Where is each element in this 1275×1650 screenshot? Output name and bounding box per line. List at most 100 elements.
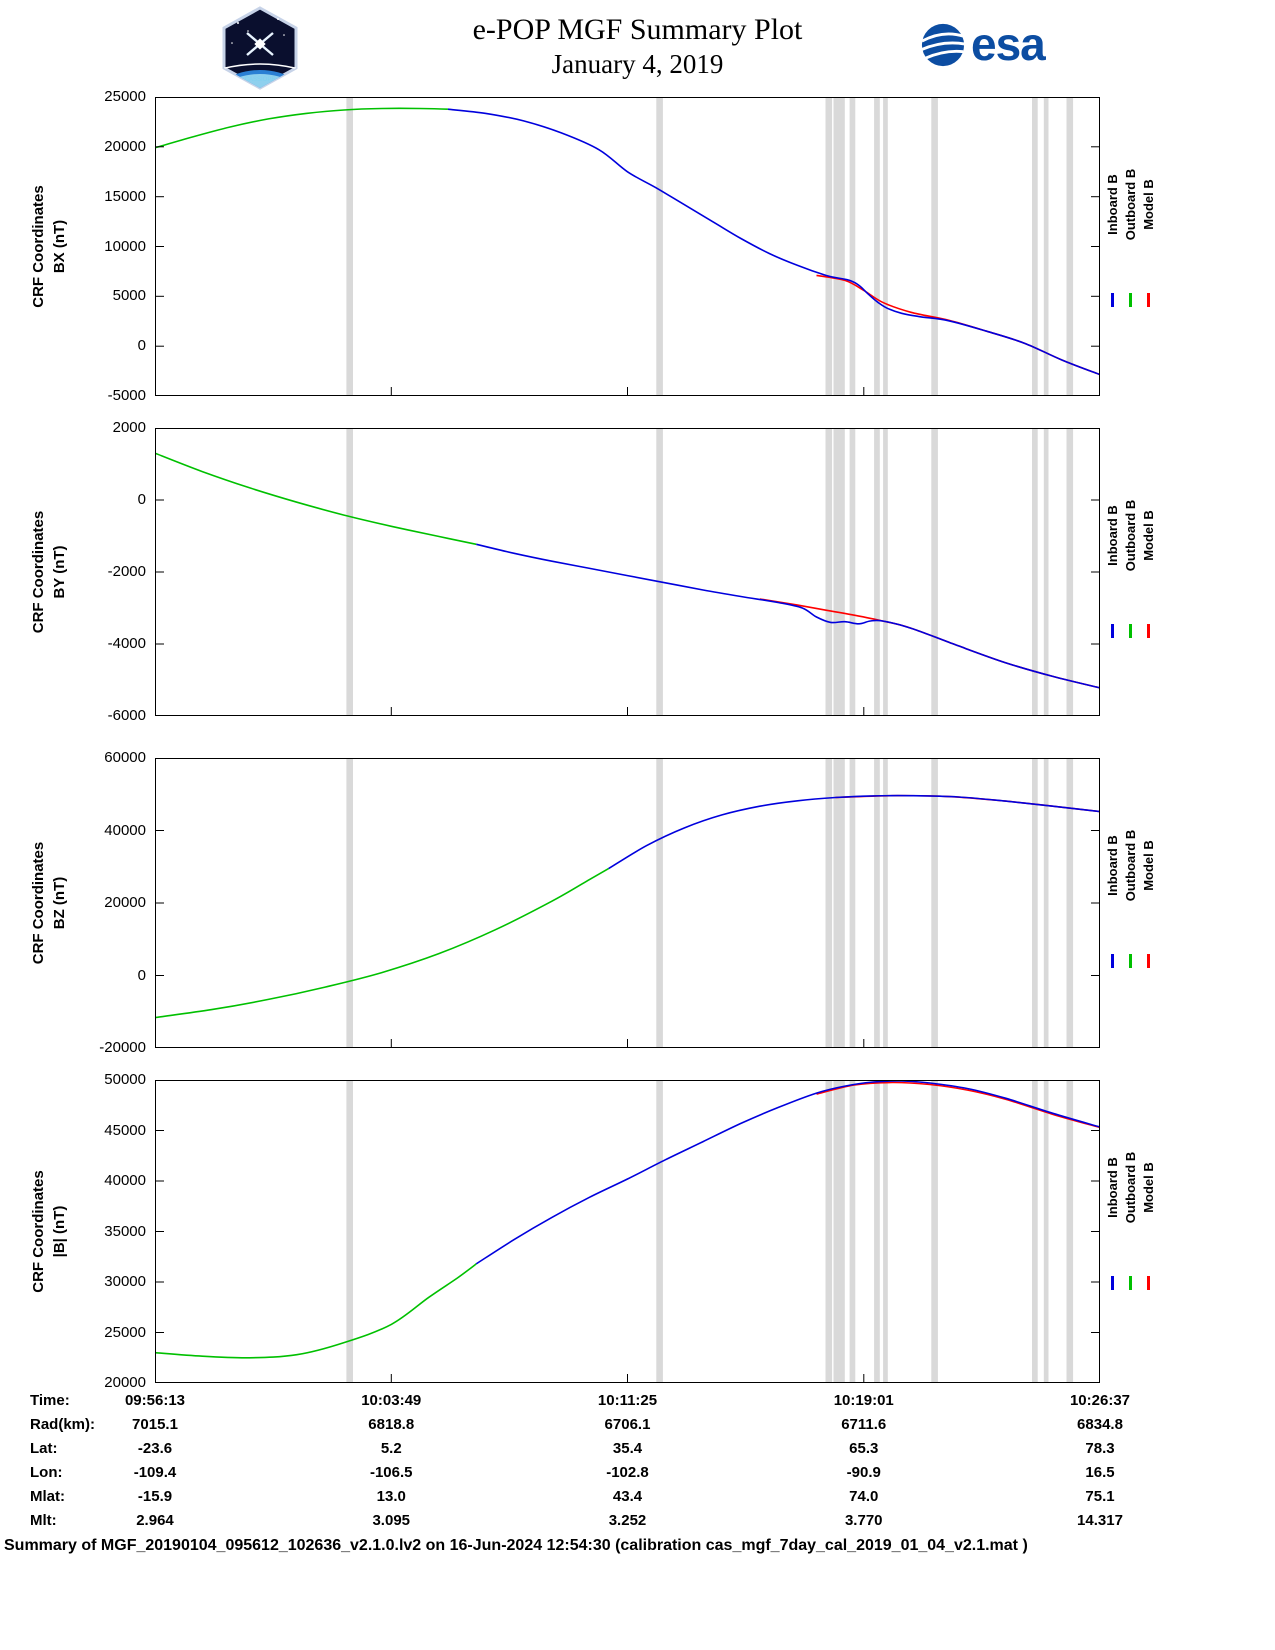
bynt-ytick-label: 2000	[112, 419, 146, 436]
legend-label-model-b: Model B	[1140, 510, 1156, 561]
bynt-ytick-label: -2000	[107, 563, 146, 580]
legend-label-outboard-b: Outboard B	[1122, 168, 1138, 241]
series-inboard-b	[447, 108, 1100, 376]
data-gap-band	[1043, 428, 1049, 716]
data-gap-band	[1066, 758, 1074, 1048]
data-gap-band	[883, 428, 888, 716]
legend-label-outboard-b: Outboard B	[1122, 499, 1138, 572]
mission-patch-graphic: CASSIOPE	[222, 6, 298, 90]
bxnt-plot	[155, 97, 1100, 396]
data-gap-band	[825, 428, 833, 716]
data-gap-band	[931, 758, 938, 1048]
esa-logo-swirl-icon	[920, 23, 966, 67]
data-gap-band	[874, 758, 880, 1048]
series-outboard-b	[155, 107, 448, 149]
legend-marker-inboard-b	[1111, 624, 1114, 638]
axis-row-value: -109.4	[133, 1464, 177, 1481]
data-gap-band	[833, 97, 845, 396]
axis-row-value: 10:11:25	[597, 1392, 658, 1409]
data-gap-band	[874, 97, 880, 396]
data-gap-band	[656, 758, 663, 1048]
data-gap-band	[883, 97, 888, 396]
axis-row-value: 10:19:01	[833, 1392, 894, 1409]
legend-marker-model-b	[1147, 954, 1150, 968]
data-gap-band	[346, 428, 353, 716]
legend-label-inboard-b: Inboard B	[1104, 505, 1120, 566]
data-gap-band	[874, 428, 880, 716]
axis-row-value: 75.1	[1085, 1488, 1115, 1505]
bynt-plot	[155, 428, 1100, 716]
data-gap-band	[883, 758, 888, 1048]
bxnt-axis-label: CRF Coordinates BX (nT)	[30, 185, 68, 308]
data-gap-band	[849, 758, 856, 1048]
axis-row-value: 6818.8	[368, 1416, 415, 1433]
axis-row-value: 74.0	[849, 1488, 879, 1505]
axis-row-value: 2.964	[136, 1512, 174, 1529]
axis-row-value: 43.4	[612, 1488, 643, 1505]
bznt-plot	[155, 758, 1100, 1048]
axis-row-value: 6834.8	[1077, 1416, 1123, 1433]
data-gap-band	[1032, 758, 1038, 1048]
page-title: e-POP MGF Summary Plot	[472, 13, 803, 46]
legend-marker-inboard-b	[1111, 1276, 1114, 1290]
legend-marker-model-b	[1147, 1276, 1150, 1290]
series-inboard-b	[475, 1080, 1100, 1265]
data-gap-band	[931, 1080, 938, 1383]
bxnt-ytick-label: 25000	[104, 88, 146, 105]
page-date: January 4, 2019	[551, 49, 724, 79]
bxnt-ytick-label: 15000	[104, 187, 146, 205]
data-gap-band	[1043, 1080, 1049, 1383]
data-gap-band	[849, 1080, 856, 1383]
data-gap-band	[833, 758, 845, 1048]
legend-label-model-b: Model B	[1140, 1162, 1156, 1213]
bznt-ytick-label: 60000	[104, 749, 146, 766]
cassiope-mission-patch: CASSIOPE	[218, 5, 302, 96]
mission-patch-text: CASSIOPE	[245, 77, 276, 83]
legend-marker-model-b	[1147, 624, 1150, 638]
axis-row-value: 5.2	[380, 1440, 402, 1457]
bnt-ytick-label: 50000	[104, 1071, 146, 1088]
bynt-ytick-label: -6000	[107, 707, 146, 724]
axis-row-value: 13.0	[376, 1488, 406, 1505]
legend-marker-inboard-b	[1111, 293, 1114, 307]
series-outboard-b	[155, 452, 477, 546]
axis-table-row-mlt: Mlt: 2.964 3.095 3.252 3.770 14.317	[0, 1512, 1275, 1536]
axis-row-value: 14.317	[1077, 1512, 1123, 1529]
data-gap-band	[656, 1080, 663, 1383]
axis-row-value: 7015.1	[132, 1416, 178, 1433]
data-gap-band	[825, 758, 833, 1048]
esa-logo-text: esa	[971, 18, 1046, 71]
bznt-ytick-label: 0	[137, 966, 146, 984]
axis-row-value: 78.3	[1085, 1440, 1115, 1457]
data-gap-band	[1032, 428, 1038, 716]
series-model-b	[816, 274, 1100, 376]
legend-label-model-b: Model B	[1140, 179, 1156, 230]
axis-row-label: Lon:	[30, 1464, 63, 1481]
legend-label-inboard-b: Inboard B	[1104, 1157, 1120, 1218]
data-gap-band	[1066, 1080, 1074, 1383]
axis-row-value: -23.6	[137, 1440, 173, 1457]
axis-table-row-lon: Lon: -109.4 -106.5 -102.8 -90.9 16.5	[0, 1464, 1275, 1488]
bznt-ytick-label: -20000	[99, 1039, 146, 1056]
legend-marker-outboard-b	[1129, 1276, 1132, 1290]
bxnt-ytick-label: 5000	[112, 287, 146, 305]
data-gap-band	[833, 1080, 845, 1383]
legend-marker-outboard-b	[1129, 293, 1132, 307]
series-model-b	[816, 1081, 1100, 1129]
data-gap-band	[346, 97, 353, 396]
axis-row-value: 35.4	[612, 1440, 643, 1457]
data-gap-band	[883, 1080, 888, 1383]
data-gap-band	[346, 758, 353, 1048]
axis-row-label: Rad(km):	[30, 1416, 96, 1433]
bxnt-ytick-label: -5000	[107, 387, 146, 404]
bnt-ytick-label: 25000	[104, 1323, 146, 1341]
bnt-ytick-label: 30000	[104, 1273, 146, 1290]
header: e-POP MGF Summary Plot January 4, 2019	[0, 12, 1275, 80]
bxnt-ytick-label: 20000	[104, 137, 146, 155]
axis-row-value: -90.9	[846, 1464, 881, 1481]
data-gap-band	[931, 428, 938, 716]
axis-row-value: -106.5	[369, 1464, 413, 1481]
legend-marker-inboard-b	[1111, 954, 1114, 968]
data-gap-band	[346, 1080, 353, 1383]
axis-table-row-time: Time: 09:56:13 10:03:49 10:11:25 10:19:01 10:…	[0, 1392, 1275, 1416]
